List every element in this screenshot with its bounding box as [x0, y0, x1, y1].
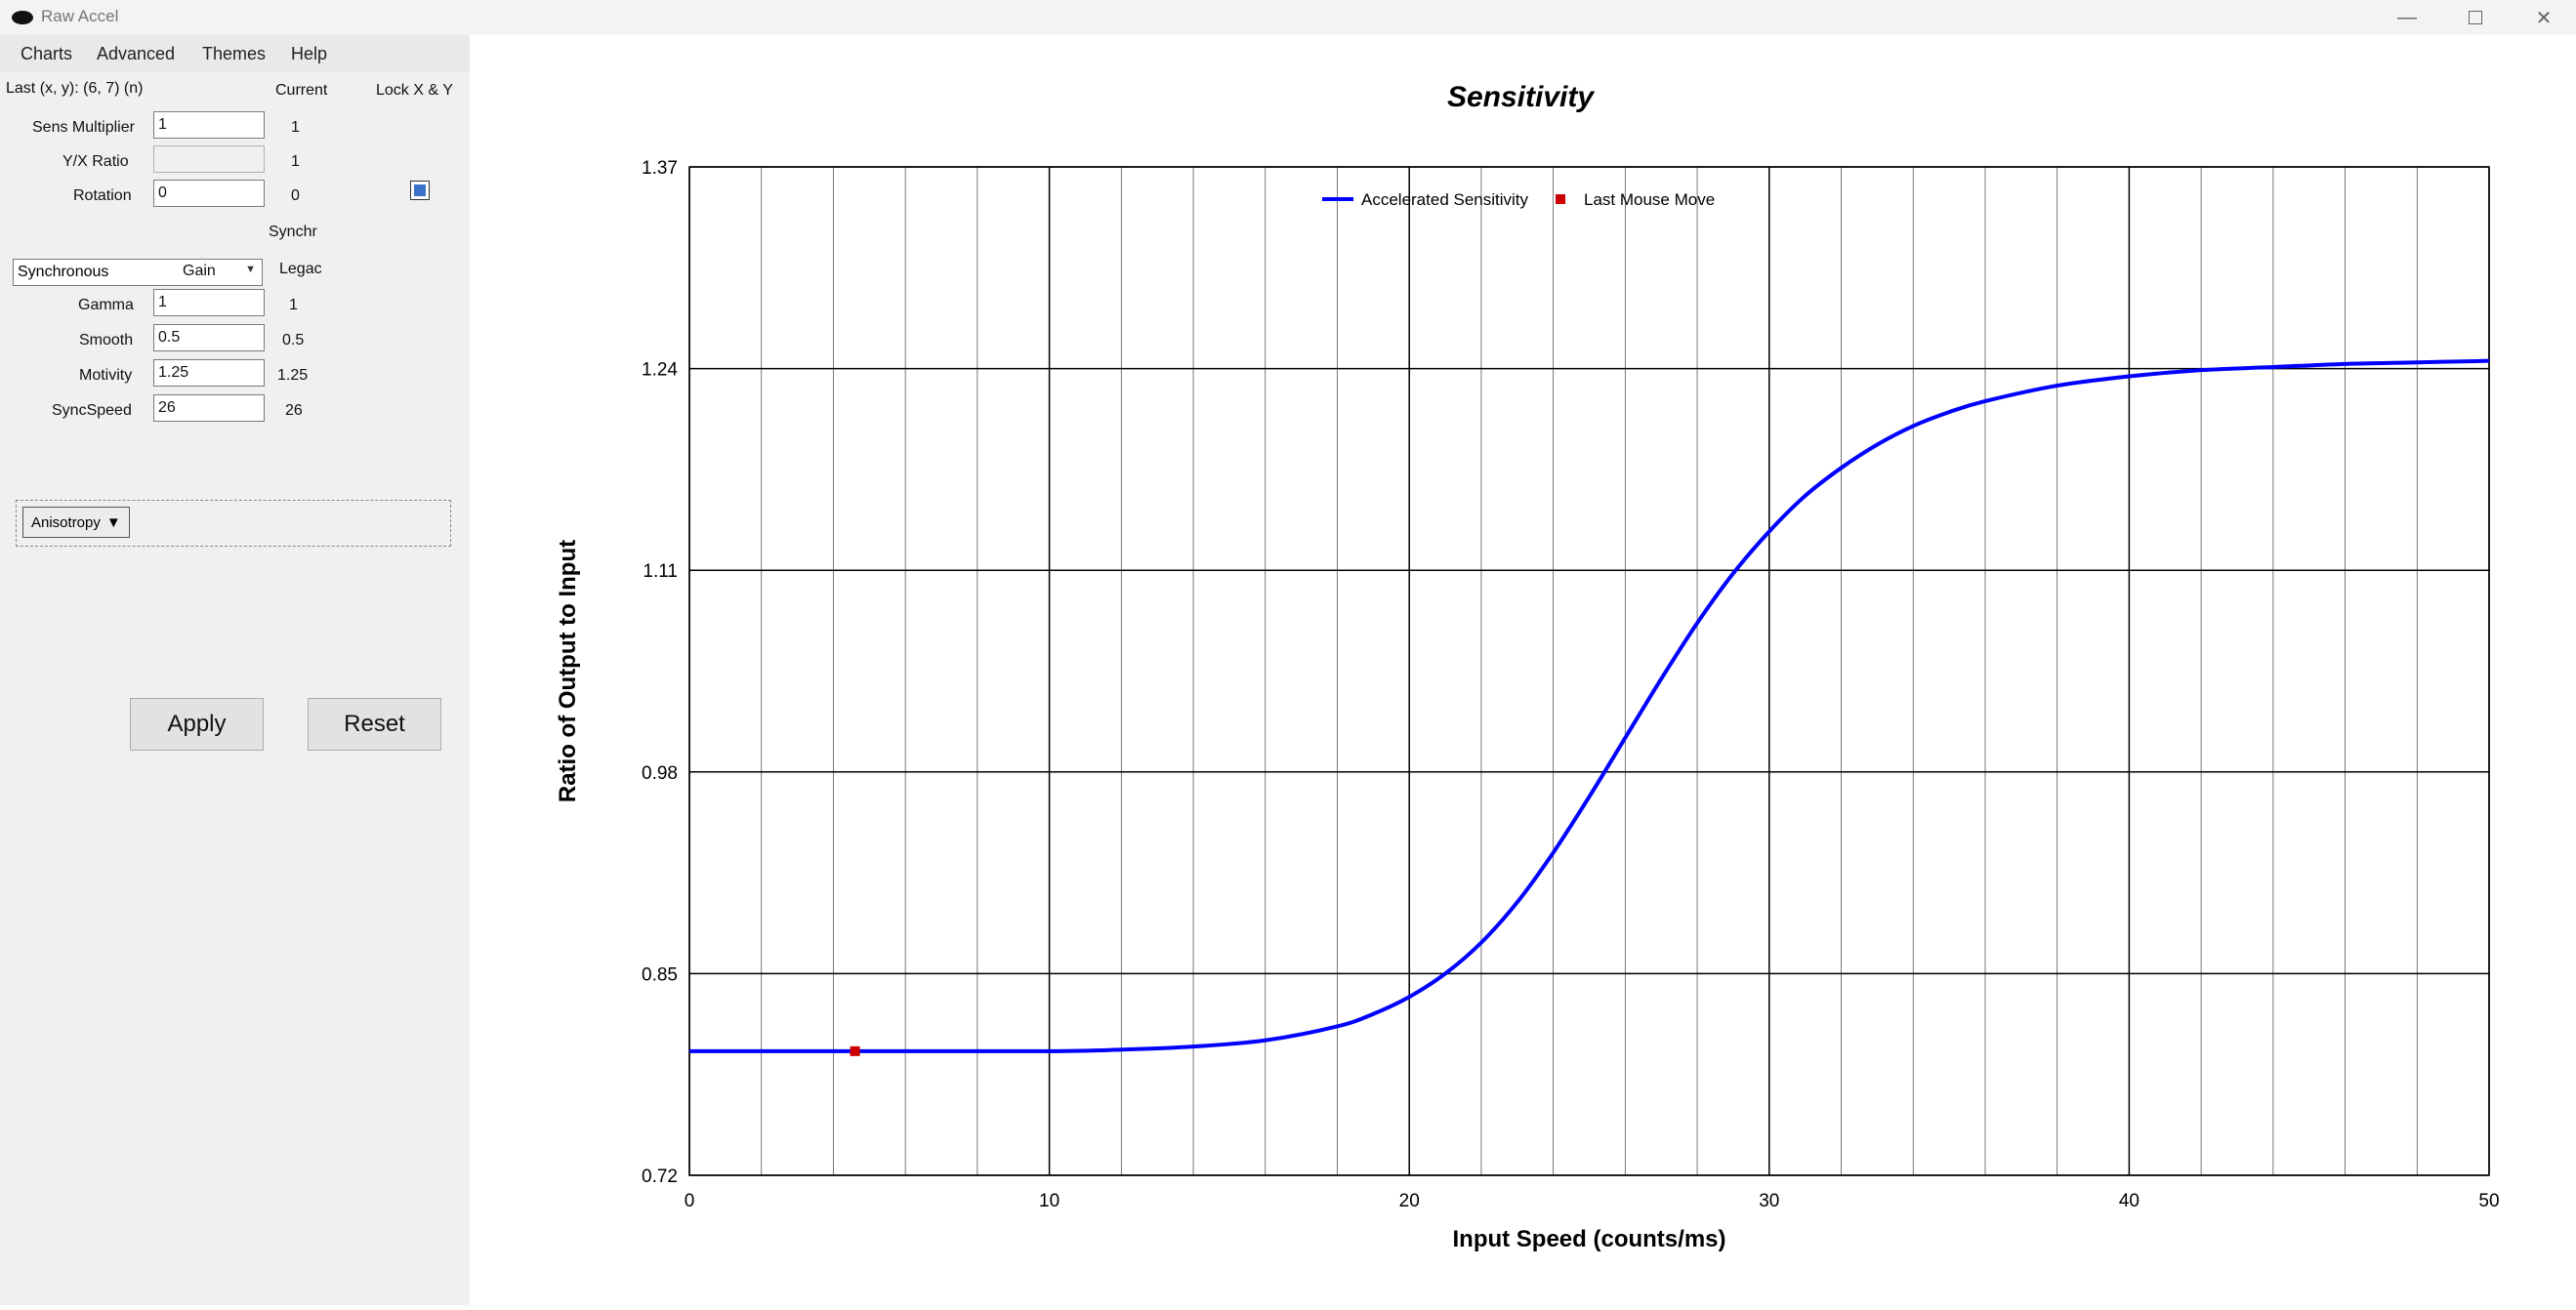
- motivity-label: Motivity: [79, 367, 133, 384]
- chart-title: Sensitivity: [1447, 81, 1595, 113]
- y-tick-label: 0.72: [642, 1167, 678, 1187]
- rotation-input[interactable]: [153, 180, 265, 207]
- x-axis-label: Input Speed (counts/ms): [1452, 1226, 1725, 1252]
- yx-ratio-input[interactable]: [153, 145, 265, 173]
- menu-bar: Charts Advanced Themes Help: [0, 35, 470, 72]
- minimize-button[interactable]: —: [2397, 6, 2417, 28]
- title-bar: Raw Accel — ✕: [0, 0, 2576, 35]
- x-tick-label: 40: [2119, 1191, 2140, 1211]
- menu-themes[interactable]: Themes: [202, 44, 267, 63]
- gamma-current: 1: [289, 297, 298, 313]
- maximize-icon: [2469, 11, 2482, 24]
- reset-button[interactable]: Reset: [308, 698, 441, 751]
- syncspeed-input[interactable]: [153, 394, 265, 422]
- last-mouse-move-point: [850, 1045, 860, 1056]
- gain-label: Gain: [183, 263, 216, 279]
- acceleration-mode-value: Synchronous: [18, 264, 109, 280]
- x-tick-label: 0: [685, 1191, 695, 1211]
- acceleration-mode-select[interactable]: Synchronous ▼: [13, 259, 263, 286]
- grid-major: [688, 166, 2490, 1176]
- y-tick-label: 1.37: [642, 158, 678, 179]
- menu-advanced[interactable]: Advanced: [97, 44, 176, 63]
- x-tick-label: 20: [1399, 1191, 1420, 1211]
- x-tick-label: 30: [1759, 1191, 1779, 1211]
- menu-help[interactable]: Help: [291, 44, 328, 63]
- sensitivity-chart: Sensitivity 0.72 0.85 0.98 1.11 1.24 1.37 0 10…: [555, 81, 2500, 1252]
- sens-multiplier-current: 1: [291, 119, 300, 136]
- rotation-current: 0: [291, 187, 300, 204]
- plot-frame: [688, 166, 2490, 1176]
- legend-label-last-move: Last Mouse Move: [1584, 190, 1715, 209]
- y-tick-label: 0.85: [642, 964, 678, 985]
- maximize-button[interactable]: [2441, 0, 2510, 35]
- chart-area: Sensitivity 0.72 0.85 0.98 1.11 1.24 1.37 0 10…: [470, 43, 2576, 1305]
- smooth-current: 0.5: [282, 332, 305, 348]
- last-move-readout: Last (x, y): (6, 7) (n): [6, 80, 144, 97]
- legend-label-accelerated: Accelerated Sensitivity: [1361, 190, 1529, 209]
- app-mouse-icon: [12, 11, 33, 24]
- dropdown-triangle-icon: ▼: [105, 513, 121, 531]
- menu-charts[interactable]: Charts: [21, 44, 73, 63]
- accelerated-sensitivity-line: [688, 358, 2490, 1053]
- close-button[interactable]: ✕: [2535, 7, 2553, 29]
- yx-ratio-current: 1: [291, 153, 300, 170]
- anisotropy-label: Anisotropy: [31, 513, 101, 531]
- current-header: Current: [275, 82, 328, 99]
- y-axis-ticks: 0.72 0.85 0.98 1.11 1.24 1.37: [642, 158, 678, 1187]
- yx-ratio-label: Y/X Ratio: [62, 153, 129, 170]
- window-title: Raw Accel: [41, 7, 119, 25]
- legend-marker-swatch: [1556, 194, 1565, 204]
- legend: Accelerated Sensitivity Last Mouse Move: [1322, 190, 1715, 209]
- smooth-input[interactable]: [153, 324, 265, 351]
- syncspeed-current: 26: [285, 402, 303, 419]
- lock-xy-checkbox[interactable]: [410, 181, 430, 200]
- settings-panel: Charts Advanced Themes Help Last (x, y):…: [0, 35, 470, 1305]
- dropdown-arrow-icon: ▼: [245, 264, 256, 275]
- y-axis-label: Ratio of Output to Input: [555, 540, 581, 802]
- gamma-label: Gamma: [78, 297, 134, 313]
- apply-button[interactable]: Apply: [130, 698, 264, 751]
- motivity-input[interactable]: [153, 359, 265, 387]
- series-layer: [688, 358, 2490, 1056]
- x-axis-ticks: 0 10 20 30 40 50: [685, 1191, 2500, 1211]
- grid-minor: [688, 167, 2490, 1175]
- anisotropy-group: Anisotropy ▼: [16, 500, 451, 547]
- y-tick-label: 1.24: [642, 360, 678, 381]
- x-tick-label: 50: [2478, 1191, 2499, 1211]
- gain-current: Legac: [279, 261, 322, 277]
- syncspeed-label: SyncSpeed: [52, 402, 132, 419]
- motivity-current: 1.25: [277, 367, 309, 384]
- sens-multiplier-input[interactable]: [153, 111, 265, 139]
- sens-multiplier-label: Sens Multiplier: [32, 119, 135, 136]
- mode-current: Synchr: [269, 224, 317, 240]
- gamma-input[interactable]: [153, 289, 265, 316]
- smooth-label: Smooth: [79, 332, 134, 348]
- lock-xy-label: Lock X & Y: [376, 82, 453, 99]
- anisotropy-button[interactable]: Anisotropy ▼: [22, 507, 130, 538]
- y-tick-label: 0.98: [642, 763, 678, 784]
- y-tick-label: 1.11: [643, 561, 678, 582]
- x-tick-label: 10: [1039, 1191, 1059, 1211]
- rotation-label: Rotation: [73, 187, 132, 204]
